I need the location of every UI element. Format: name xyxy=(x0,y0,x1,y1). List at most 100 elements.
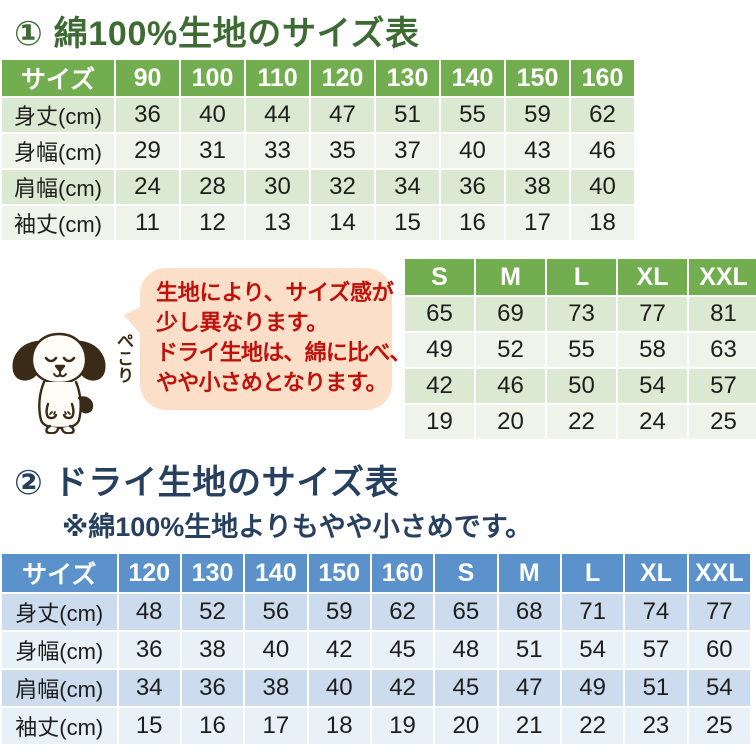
table-row: 身幅(cm) 29 31 33 35 37 40 43 46 xyxy=(2,134,634,168)
cell: 17 xyxy=(506,206,569,240)
cell: 18 xyxy=(571,206,634,240)
column-header-s: S xyxy=(405,259,474,295)
cell: 57 xyxy=(689,369,756,403)
cell: 52 xyxy=(181,594,244,630)
cell: 23 xyxy=(625,708,687,744)
cell: 74 xyxy=(625,594,687,630)
cell: 51 xyxy=(625,670,687,706)
table-row: 49 52 55 58 63 xyxy=(405,333,756,367)
cell: 34 xyxy=(118,670,180,706)
column-header-160: 160 xyxy=(571,60,634,96)
page-title-dry: ② ドライ生地のサイズ表 xyxy=(14,464,400,502)
cell: 46 xyxy=(571,134,634,168)
column-header-xxl: XXL xyxy=(689,259,756,295)
column-header-90: 90 xyxy=(116,60,179,96)
cell: 24 xyxy=(618,405,687,439)
cell: 34 xyxy=(376,170,439,204)
column-header-l: L xyxy=(547,259,616,295)
row-label-sleeve-length: 袖丈(cm) xyxy=(2,708,117,744)
cell: 25 xyxy=(688,708,750,744)
cell: 36 xyxy=(118,632,180,668)
cell: 49 xyxy=(561,670,624,706)
column-header-140: 140 xyxy=(245,554,307,592)
cell: 31 xyxy=(181,134,244,168)
cell: 56 xyxy=(245,594,307,630)
cell: 55 xyxy=(441,98,504,132)
row-label-body-width: 身幅(cm) xyxy=(2,134,114,168)
cell: 38 xyxy=(506,170,569,204)
cell: 54 xyxy=(618,369,687,403)
cell: 18 xyxy=(308,708,370,744)
table-row: 肩幅(cm) 24 28 30 32 34 36 38 40 xyxy=(2,170,634,204)
cell: 77 xyxy=(618,297,687,331)
column-header-120: 120 xyxy=(118,554,180,592)
column-header-xl: XL xyxy=(625,554,687,592)
cell: 25 xyxy=(689,405,756,439)
cell: 30 xyxy=(246,170,309,204)
cell: 16 xyxy=(181,708,244,744)
cell: 49 xyxy=(405,333,474,367)
column-header-150: 150 xyxy=(308,554,370,592)
cell: 63 xyxy=(689,333,756,367)
table-row: 65 69 73 77 81 xyxy=(405,297,756,331)
cell: 28 xyxy=(181,170,244,204)
bubble-line-3: ドライ生地は、綿に比べ、 xyxy=(156,340,412,365)
dry-fabric-size-table: サイズ 120 130 140 150 160 S M L XL XXL 身丈(… xyxy=(0,552,752,746)
cell: 52 xyxy=(476,333,545,367)
column-header-l: L xyxy=(561,554,624,592)
bubble-line-2: 少し異なります。 xyxy=(156,310,329,335)
cell: 44 xyxy=(246,98,309,132)
table-row: 袖丈(cm) 11 12 13 14 15 16 17 18 xyxy=(2,206,634,240)
cell: 22 xyxy=(547,405,616,439)
cell: 47 xyxy=(311,98,374,132)
dry-fabric-note: ※綿100%生地よりもやや小さめです。 xyxy=(62,512,533,542)
cell: 40 xyxy=(308,670,370,706)
table-row: 肩幅(cm) 34 36 38 40 42 45 47 49 51 54 xyxy=(2,670,750,706)
column-header-m: M xyxy=(476,259,545,295)
column-header-s: S xyxy=(435,554,497,592)
cell: 29 xyxy=(116,134,179,168)
cell: 62 xyxy=(571,98,634,132)
cell: 20 xyxy=(476,405,545,439)
table-header-row: サイズ 90 100 110 120 130 140 150 160 xyxy=(2,60,634,96)
cell: 12 xyxy=(181,206,244,240)
column-header-120: 120 xyxy=(311,60,374,96)
table-row: 袖丈(cm) 15 16 17 18 19 20 21 22 23 25 xyxy=(2,708,750,744)
cell: 73 xyxy=(547,297,616,331)
cell: 48 xyxy=(435,632,497,668)
cell: 13 xyxy=(246,206,309,240)
cell: 24 xyxy=(116,170,179,204)
cell: 32 xyxy=(311,170,374,204)
cell: 16 xyxy=(441,206,504,240)
cell: 36 xyxy=(116,98,179,132)
cell: 40 xyxy=(441,134,504,168)
column-header-xl: XL xyxy=(618,259,687,295)
cell: 20 xyxy=(435,708,497,744)
page-title-cotton: ① 綿100%生地のサイズ表 xyxy=(14,15,420,53)
cell: 42 xyxy=(405,369,474,403)
column-header-130: 130 xyxy=(181,554,244,592)
cell: 55 xyxy=(547,333,616,367)
cell: 46 xyxy=(476,369,545,403)
cell: 48 xyxy=(118,594,180,630)
cell: 68 xyxy=(498,594,560,630)
cell: 38 xyxy=(245,670,307,706)
row-label-shoulder-width: 肩幅(cm) xyxy=(2,670,117,706)
table-row: 42 46 50 54 57 xyxy=(405,369,756,403)
row-label-shoulder-width: 肩幅(cm) xyxy=(2,170,114,204)
column-header-150: 150 xyxy=(506,60,569,96)
row-label-body-width: 身幅(cm) xyxy=(2,632,117,668)
cell: 17 xyxy=(245,708,307,744)
cell: 40 xyxy=(245,632,307,668)
table-header-row: S M L XL XXL xyxy=(405,259,756,295)
cell: 36 xyxy=(181,670,244,706)
cell: 60 xyxy=(688,632,750,668)
cell: 37 xyxy=(376,134,439,168)
cell: 42 xyxy=(308,632,370,668)
table-row: 身丈(cm) 48 52 56 59 62 65 68 71 74 77 xyxy=(2,594,750,630)
column-header-size: サイズ xyxy=(2,60,114,96)
cell: 57 xyxy=(625,632,687,668)
bubble-line-4: やや小さめとなります。 xyxy=(156,370,387,395)
cell: 54 xyxy=(561,632,624,668)
cell: 43 xyxy=(506,134,569,168)
